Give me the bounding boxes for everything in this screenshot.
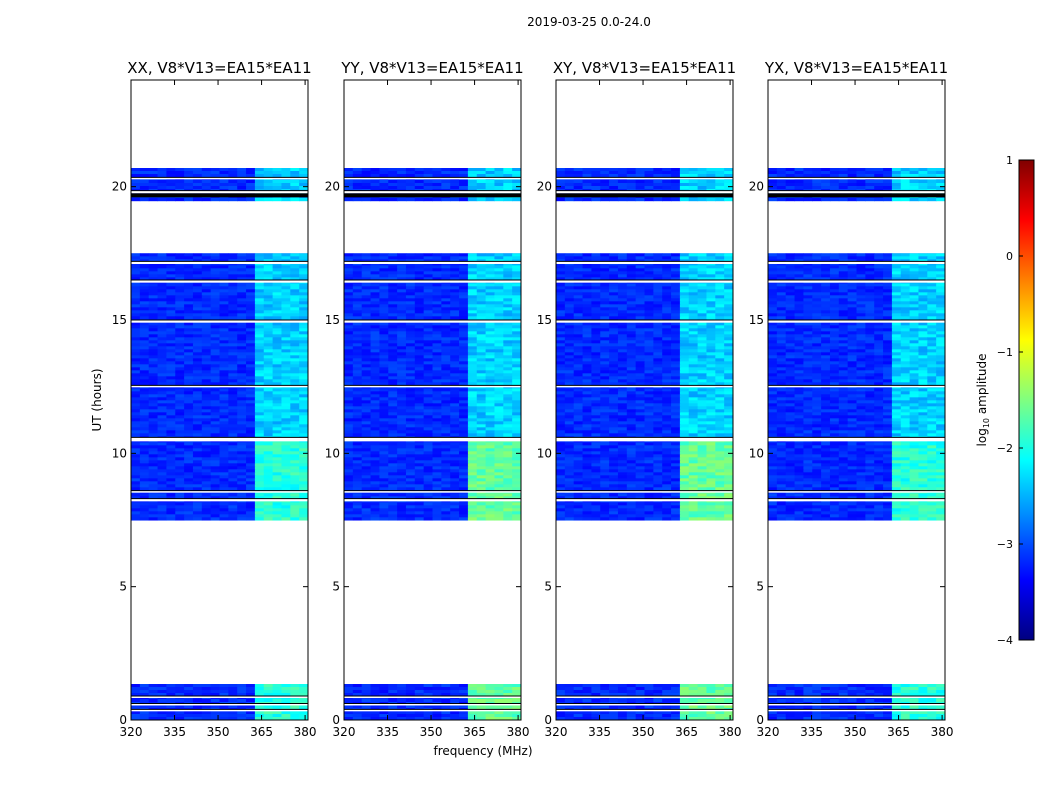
x-tick-label: 380 <box>507 725 530 739</box>
colorbar-gradient <box>1018 159 1035 641</box>
panel-frame <box>343 79 522 721</box>
y-tick-label: 15 <box>325 313 340 327</box>
x-tick-label: 350 <box>632 725 655 739</box>
x-tick-label: 335 <box>163 725 186 739</box>
panel: YX, V8*V13=EA15*EA11 320 335 350 365 380 0 5 10 1… <box>749 59 954 739</box>
colorbar-tick-label: 1 <box>1006 154 1013 167</box>
colorbar: −4 −3 −2 −1 0 1 <box>997 154 1035 647</box>
colorbar-tick-label: −1 <box>997 346 1013 359</box>
x-tick-label: 335 <box>800 725 823 739</box>
heatmap <box>768 168 945 720</box>
y-tick-label: 0 <box>756 713 764 727</box>
y-tick-label: 0 <box>119 713 127 727</box>
panel-title: YX, V8*V13=EA15*EA11 <box>764 59 948 77</box>
y-tick-label: 0 <box>544 713 552 727</box>
colorbar-tick-label: −4 <box>997 634 1013 647</box>
x-tick-label: 320 <box>333 725 356 739</box>
y-tick-label: 20 <box>325 180 340 194</box>
y-tick-label: 10 <box>112 446 127 460</box>
y-tick-label: 10 <box>749 446 764 460</box>
colorbar-tick-label: −3 <box>997 538 1013 551</box>
y-tick-label: 5 <box>332 580 340 594</box>
panel: XX, V8*V13=EA15*EA11 320 335 350 365 380 0 5 10 1… <box>112 59 317 739</box>
figure-suptitle: 2019-03-25 0.0-24.0 <box>527 15 651 29</box>
x-tick-label: 365 <box>887 725 910 739</box>
y-tick-label: 0 <box>332 713 340 727</box>
y-tick-label: 15 <box>749 313 764 327</box>
y-axis-label: UT (hours) <box>90 368 104 431</box>
panel: YY, V8*V13=EA15*EA11 320 335 350 365 380 0 5 10 1… <box>325 59 530 739</box>
y-tick-label: 20 <box>749 180 764 194</box>
y-tick-label: 15 <box>537 313 552 327</box>
x-tick-label: 380 <box>719 725 742 739</box>
y-tick-label: 20 <box>537 180 552 194</box>
y-tick-label: 10 <box>537 446 552 460</box>
colorbar-label: log10 amplitude <box>975 354 991 447</box>
y-tick-label: 5 <box>756 580 764 594</box>
y-tick-label: 10 <box>325 446 340 460</box>
panel-frame <box>555 79 734 721</box>
panel-frame <box>130 79 309 721</box>
y-tick-label: 15 <box>112 313 127 327</box>
x-tick-label: 365 <box>463 725 486 739</box>
heatmap <box>556 168 733 720</box>
x-tick-label: 350 <box>207 725 230 739</box>
x-tick-label: 350 <box>844 725 867 739</box>
x-tick-label: 380 <box>931 725 954 739</box>
x-tick-label: 335 <box>376 725 399 739</box>
x-tick-label: 320 <box>545 725 568 739</box>
x-tick-label: 350 <box>420 725 443 739</box>
colorbar-tick-label: −2 <box>997 442 1013 455</box>
panel-title: XX, V8*V13=EA15*EA11 <box>127 59 311 77</box>
y-tick-label: 5 <box>119 580 127 594</box>
y-tick-label: 5 <box>544 580 552 594</box>
heatmap <box>344 168 521 720</box>
panel-frame <box>767 79 946 721</box>
x-tick-label: 365 <box>250 725 273 739</box>
x-axis-label: frequency (MHz) <box>433 744 532 758</box>
x-tick-label: 380 <box>294 725 317 739</box>
heatmap <box>131 168 308 720</box>
panel-title: YY, V8*V13=EA15*EA11 <box>340 59 523 77</box>
panels: XX, V8*V13=EA15*EA11 320 335 350 365 380 0 5 10 1… <box>112 59 954 739</box>
colorbar-tick-label: 0 <box>1006 250 1013 263</box>
y-tick-label: 20 <box>112 180 127 194</box>
x-tick-label: 320 <box>120 725 143 739</box>
x-tick-label: 320 <box>757 725 780 739</box>
x-tick-label: 365 <box>675 725 698 739</box>
x-tick-label: 335 <box>588 725 611 739</box>
panel-title: XY, V8*V13=EA15*EA11 <box>553 59 736 77</box>
panel: XY, V8*V13=EA15*EA11 320 335 350 365 380 0 5 10 1… <box>537 59 742 739</box>
